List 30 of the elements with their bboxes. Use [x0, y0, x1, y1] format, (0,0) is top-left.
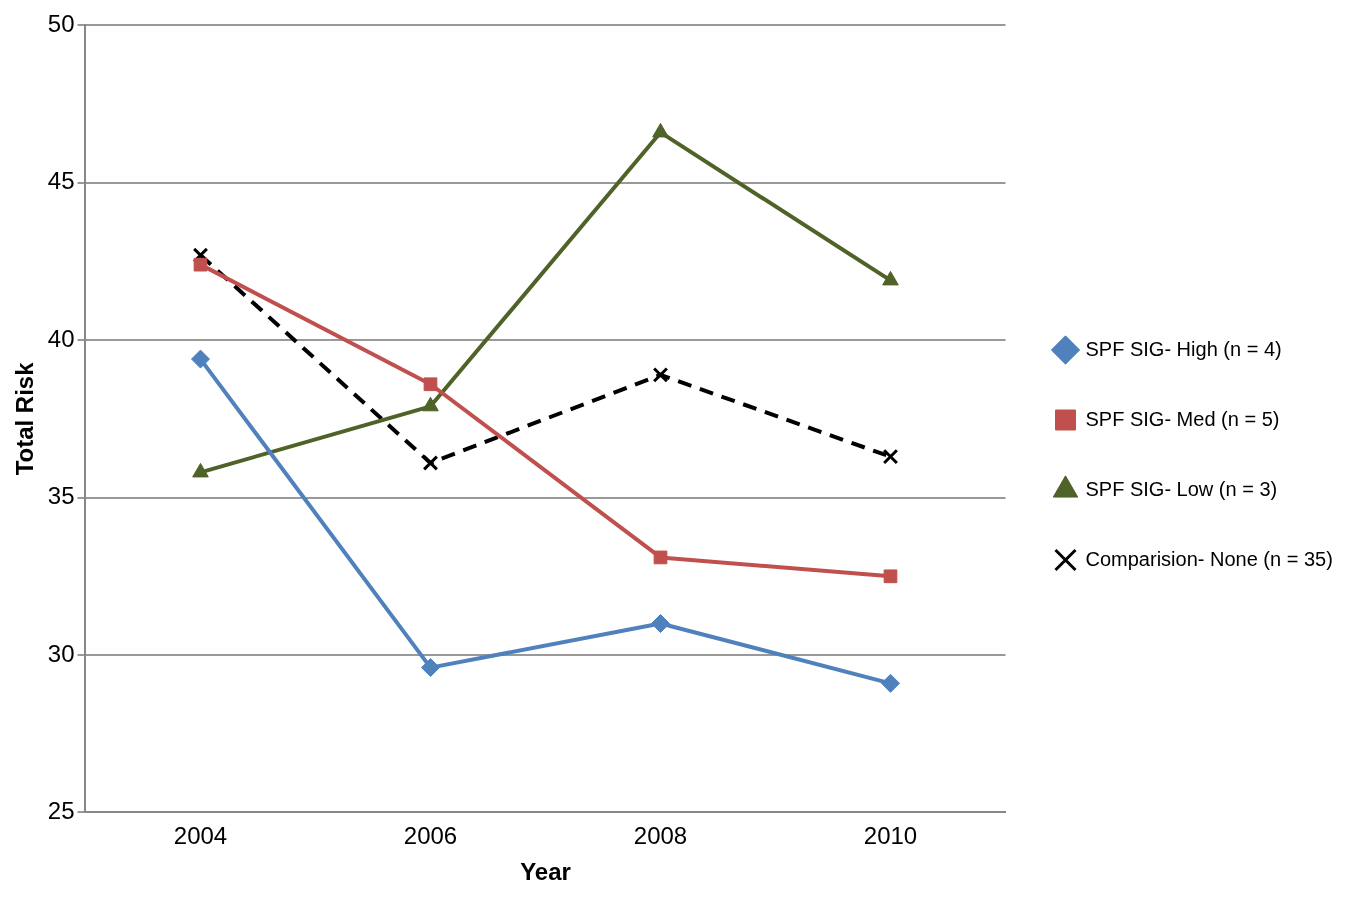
legend-label: SPF SIG- Med (n = 5): [1085, 407, 1280, 430]
point: [883, 569, 898, 584]
y-tick-label: 50: [47, 10, 75, 38]
y-tick-label: 25: [47, 797, 75, 825]
point: [422, 396, 439, 412]
x-tick-label: 2004: [173, 822, 228, 850]
point: [653, 550, 668, 565]
legend-label: SPF SIG- High (n = 4): [1085, 337, 1282, 360]
y-tick-label: 45: [47, 167, 75, 195]
point: [882, 448, 899, 465]
point: [193, 257, 208, 272]
x-tick-label: 2010: [863, 822, 918, 850]
point: [191, 349, 210, 369]
point: [421, 658, 440, 678]
x-tick-label: 2006: [403, 822, 458, 850]
x-tick-label: 2008: [633, 822, 688, 850]
point: [652, 122, 669, 138]
y-tick-label: 40: [47, 324, 75, 352]
y-tick-label: 35: [47, 482, 75, 510]
point: [881, 673, 900, 693]
point: [652, 366, 669, 383]
point: [422, 455, 439, 471]
point: [651, 614, 670, 634]
legend-label: SPF SIG- Low (n = 3): [1085, 477, 1278, 500]
y-tick-label: 30: [47, 639, 75, 667]
x-axis-title: Year: [520, 858, 571, 886]
legend-label: Comparision- None (n = 35): [1085, 547, 1333, 570]
point: [423, 377, 438, 392]
y-axis-title: Total Risk: [11, 361, 39, 476]
point: [882, 270, 899, 286]
